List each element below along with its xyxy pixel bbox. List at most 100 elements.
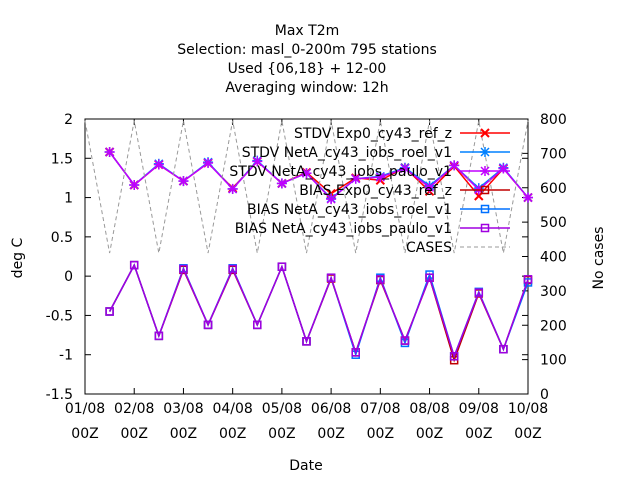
y2-tick-label: 400 — [540, 250, 567, 266]
y2-tick-label: 100 — [540, 353, 567, 369]
title-line-2: Selection: masl_0-200m 795 stations — [177, 42, 437, 58]
y2-axis-label: No cases — [591, 227, 607, 290]
legend-label: BIAS NetA_cy43_iobs_paulo_v1 — [235, 221, 452, 237]
legend-entry: STDV NetA_cy43_iobs_paulo_v1 — [229, 164, 510, 180]
title-line-1: Max T2m — [275, 23, 340, 39]
data-point — [326, 194, 337, 205]
data-point — [228, 264, 237, 274]
legend-label: STDV NetA_cy43_iobs_roel_v1 — [242, 145, 452, 161]
y2-tick-label: 700 — [540, 146, 567, 162]
data-point — [399, 163, 410, 174]
data-point — [129, 260, 139, 270]
x-tick-date: 02/08 — [114, 401, 154, 417]
data-point — [425, 273, 434, 282]
legend-label: BIAS Exp0_cy43_ref_z — [299, 183, 452, 199]
x-tick-time: 00Z — [514, 426, 541, 442]
x-tick-time: 00Z — [317, 426, 344, 442]
y2-tick-label: 200 — [540, 318, 567, 334]
data-point — [276, 178, 287, 189]
legend-entry: BIAS Exp0_cy43_ref_z — [299, 183, 510, 199]
data-point — [105, 307, 114, 316]
y-tick-label: -1 — [59, 348, 73, 364]
x-tick-date: 04/08 — [212, 401, 252, 417]
y-tick-label: 1 — [64, 191, 73, 207]
data-point — [480, 204, 490, 214]
data-point — [104, 147, 115, 157]
data-point — [326, 273, 336, 282]
x-tick-time: 00Z — [170, 426, 197, 442]
x-tick-time: 00Z — [416, 426, 443, 442]
y2-tick-label: 0 — [540, 387, 549, 403]
data-point — [203, 158, 214, 168]
data-point — [375, 172, 386, 183]
data-point — [277, 262, 287, 271]
legend-entry: BIAS NetA_cy43_iobs_paulo_v1 — [235, 221, 510, 237]
data-point — [449, 352, 459, 361]
data-point — [449, 160, 460, 171]
data-point — [203, 320, 213, 330]
data-point — [154, 331, 164, 341]
data-point — [179, 264, 188, 274]
data-point — [253, 320, 262, 330]
y-tick-label: -1.5 — [46, 387, 73, 403]
legend-label: STDV NetA_cy43_iobs_paulo_v1 — [229, 164, 452, 180]
data-point — [350, 173, 361, 184]
series-3 — [105, 260, 533, 365]
y-tick-label: -0.5 — [46, 308, 73, 324]
x-axis-label: Date — [289, 458, 322, 474]
x-tick-time: 00Z — [367, 426, 394, 442]
x-tick-date: 09/08 — [459, 401, 499, 417]
y-tick-label: 2 — [64, 112, 73, 128]
y-axis-label: deg C — [10, 237, 26, 278]
x-tick-time: 00Z — [465, 426, 492, 442]
y-tick-label: 0 — [64, 269, 73, 285]
x-tick-date: 07/08 — [360, 401, 400, 417]
legend-label: BIAS NetA_cy43_iobs_roel_v1 — [247, 202, 452, 218]
y2-tick-label: 600 — [540, 181, 567, 197]
x-tick-time: 00Z — [121, 426, 148, 442]
data-point — [301, 168, 312, 179]
legend-label: CASES — [406, 240, 452, 256]
x-tick-date: 08/08 — [409, 401, 449, 417]
data-point — [499, 344, 508, 354]
data-point — [227, 183, 238, 194]
data-point — [302, 337, 311, 346]
series-layer — [84, 120, 533, 365]
data-point — [252, 156, 263, 167]
title-line-4: Averaging window: 12h — [225, 80, 388, 96]
legend-entry: STDV Exp0_cy43_ref_z — [294, 126, 510, 142]
data-point — [351, 348, 360, 357]
legend-entry: CASES — [406, 240, 510, 256]
data-point — [129, 180, 140, 190]
data-point — [480, 147, 490, 157]
legend-entry: STDV NetA_cy43_iobs_roel_v1 — [242, 145, 510, 161]
series-line — [84, 120, 529, 254]
series-6 — [84, 120, 529, 254]
x-tick-date: 10/08 — [508, 401, 548, 417]
y2-tick-label: 500 — [540, 215, 567, 231]
data-point — [523, 275, 533, 284]
x-tick-date: 03/08 — [163, 401, 203, 417]
data-point — [523, 192, 533, 203]
data-point — [424, 182, 435, 193]
y2-tick-label: 800 — [540, 112, 567, 128]
data-point — [474, 288, 484, 297]
data-point — [153, 159, 164, 170]
series-5 — [105, 260, 533, 361]
data-point — [480, 223, 490, 233]
legend-entry: BIAS NetA_cy43_iobs_roel_v1 — [247, 202, 510, 218]
axes: 2 1.5 1 0.5 0 -0.5 -1 -1.5 800 700 600 500 400 300 200… — [46, 112, 567, 442]
title-line-3: Used {06,18} + 12-00 — [228, 61, 387, 77]
legend: STDV Exp0_cy43_ref_z STDV NetA_cy43_iobs_… — [229, 126, 510, 256]
series-line — [108, 263, 529, 359]
data-point — [498, 163, 509, 174]
x-tick-time: 00Z — [219, 426, 246, 442]
chart-titles: Max T2m Selection: masl_0-200m 795 stati… — [177, 23, 437, 96]
x-tick-date: 01/08 — [65, 401, 105, 417]
data-point — [400, 336, 410, 345]
x-tick-date: 05/08 — [262, 401, 302, 417]
y-tick-label: 0.5 — [51, 230, 73, 246]
x-tick-time: 00Z — [71, 426, 98, 442]
series-line — [109, 151, 529, 201]
